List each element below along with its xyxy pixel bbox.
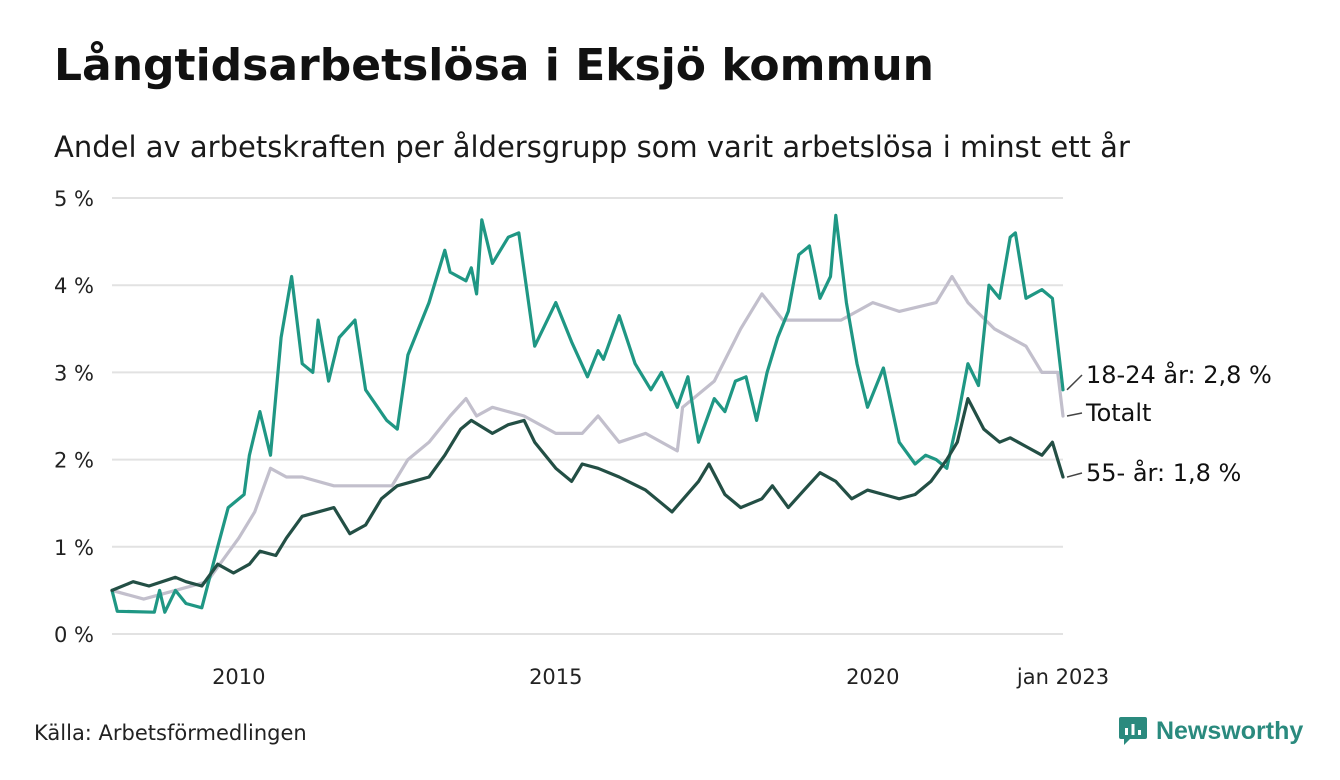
y-tick-label: 2 % bbox=[54, 449, 94, 473]
leader-line-age-18-24 bbox=[1066, 374, 1083, 391]
x-tick-label: 2020 bbox=[846, 665, 899, 689]
series-line-age-55 bbox=[110, 397, 1065, 592]
y-axis-tick-labels: 0 % 1 % 2 % 3 % 4 % 5 % bbox=[54, 187, 94, 647]
brand-name: Newsworthy bbox=[1156, 716, 1304, 745]
newsworthy-logo-icon bbox=[1119, 717, 1147, 745]
end-labels: Totalt 18-24 år: 2,8 % 55- år: 1,8 % bbox=[1066, 360, 1272, 487]
y-tick-label: 1 % bbox=[54, 536, 94, 560]
chart-subtitle: Andel av arbetskraften per åldersgrupp s… bbox=[54, 130, 1130, 164]
brand[interactable]: Newsworthy bbox=[1118, 714, 1303, 748]
y-tick-label: 0 % bbox=[54, 623, 94, 647]
series-lines bbox=[110, 213, 1065, 614]
end-label-total: Totalt bbox=[1085, 399, 1151, 427]
x-axis-tick-labels: 2010 2015 2020 jan 2023 bbox=[212, 665, 1109, 689]
leader-line-total bbox=[1066, 412, 1083, 417]
series-line-age-18-24 bbox=[110, 213, 1065, 614]
x-tick-label: jan 2023 bbox=[1016, 665, 1109, 689]
gridlines bbox=[112, 197, 1063, 635]
y-tick-label: 4 % bbox=[54, 274, 94, 298]
y-tick-label: 5 % bbox=[54, 187, 94, 211]
end-label-age-55: 55- år: 1,8 % bbox=[1086, 458, 1241, 487]
x-tick-label: 2015 bbox=[529, 665, 582, 689]
y-tick-label: 3 % bbox=[54, 361, 94, 385]
series-line-total bbox=[110, 274, 1065, 601]
chart-title: Långtidsarbetslösa i Eksjö kommun bbox=[54, 40, 934, 91]
x-tick-label: 2010 bbox=[212, 665, 265, 689]
source-text: Källa: Arbetsförmedlingen bbox=[34, 721, 307, 745]
leader-line-age-55 bbox=[1066, 472, 1083, 478]
end-label-age-18-24: 18-24 år: 2,8 % bbox=[1086, 360, 1272, 389]
